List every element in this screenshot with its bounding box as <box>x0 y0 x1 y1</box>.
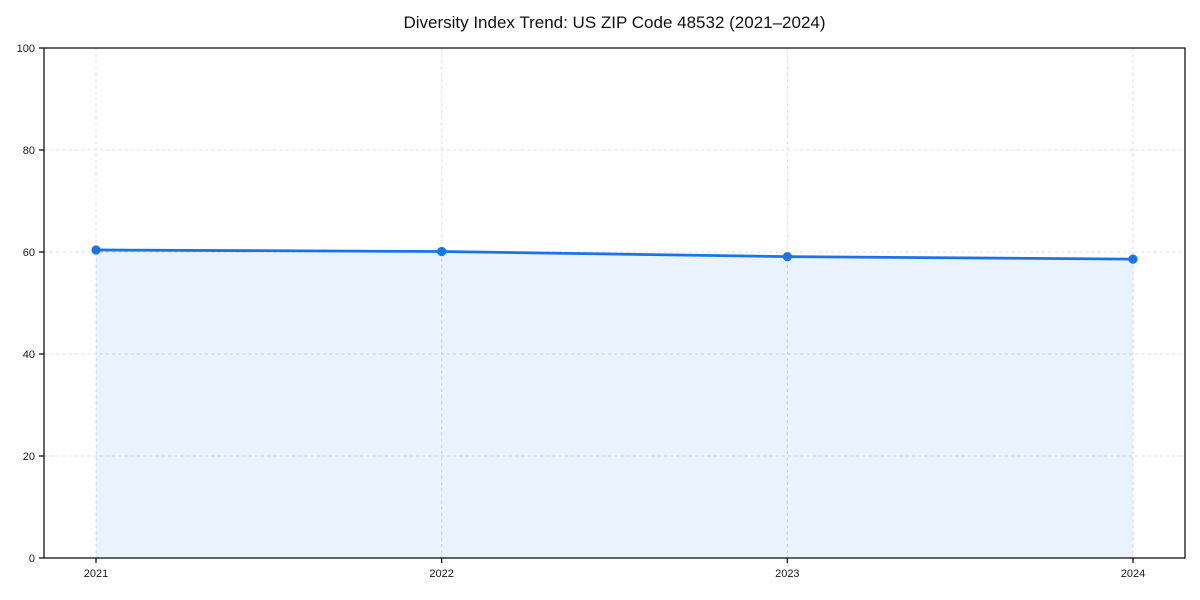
x-tick-label: 2024 <box>1121 568 1145 580</box>
y-tick-label: 0 <box>29 553 35 565</box>
x-tick-label: 2021 <box>84 568 108 580</box>
data-point-2024 <box>1128 254 1138 264</box>
y-tick-label: 40 <box>23 349 35 361</box>
x-tick-label: 2022 <box>429 568 453 580</box>
data-point-2023 <box>782 251 792 262</box>
chart-title: Diversity Index Trend: US ZIP Code 48532… <box>403 13 826 32</box>
y-tick-label: 80 <box>23 145 35 157</box>
y-tick-label: 20 <box>23 451 35 463</box>
data-point-2022 <box>437 246 447 257</box>
data-point-2021 <box>91 245 101 255</box>
area-fill <box>96 249 1133 558</box>
trend-line <box>94 248 1135 261</box>
y-tick-label: 60 <box>23 247 35 259</box>
axis-spines <box>43 47 1186 559</box>
y-tick-label: 100 <box>17 43 35 55</box>
x-tick-label: 2023 <box>775 568 799 580</box>
